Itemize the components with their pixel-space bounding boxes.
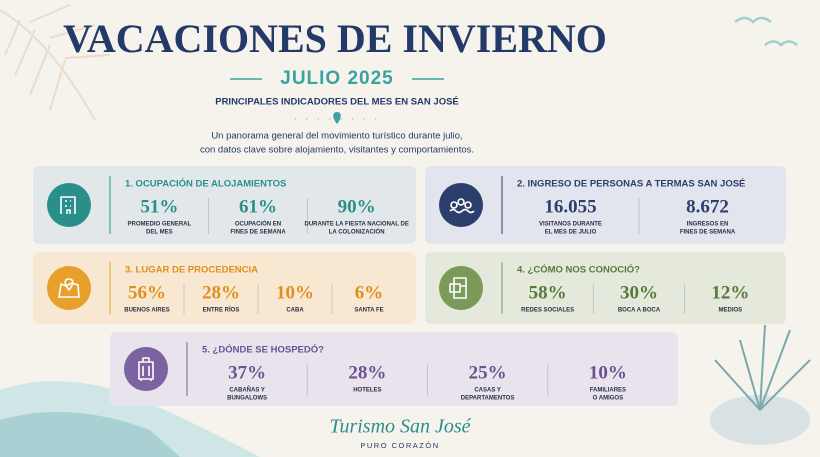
stat-value: 56% [128, 282, 166, 303]
card-background [425, 252, 786, 324]
title: VACACIONES DE INVIERNO [63, 16, 607, 61]
card: 2. INGRESO DE PERSONAS A TERMAS SAN JOSÉ… [425, 166, 786, 244]
stat-value: 12% [711, 282, 749, 303]
slogan: PURO CORAZÓN [360, 441, 439, 450]
card-icon [439, 266, 483, 310]
stat-label: LA COLONIZACIÓN [329, 228, 385, 236]
card-icon [47, 266, 91, 310]
stat-label: BUENOS AIRES [124, 308, 169, 314]
palm-leaf [0, 4, 111, 121]
stat-label: O AMIGOS [593, 396, 623, 402]
card-background [33, 166, 416, 244]
description: Un panorama general del movimiento turís… [211, 131, 462, 142]
stat-label: REDES SOCIALES [521, 308, 574, 314]
stat-label: BOCA A BOCA [618, 308, 661, 314]
card-icon [47, 183, 91, 227]
stat-value: 25% [469, 362, 507, 383]
card-title: 3. LUGAR DE PROCEDENCIA [125, 265, 258, 276]
stat-value: 28% [348, 362, 386, 383]
stat-label: DURANTE LA FIESTA NACIONAL DE [304, 222, 408, 228]
stat-value: 37% [228, 362, 266, 383]
stat-label: HOTELES [353, 388, 381, 394]
stat-label: CASAS Y [474, 388, 501, 394]
card: 1. OCUPACIÓN DE ALOJAMIENTOS 51% PROMEDIO … [33, 166, 416, 244]
stat-label: PROMEDIO GENERAL [127, 222, 191, 228]
card-icon-glyph [449, 277, 467, 299]
stat-value: 61% [239, 196, 277, 217]
stat-value: 30% [620, 282, 658, 303]
card: 3. LUGAR DE PROCEDENCIA 56% BUENOS AIRES 28… [33, 252, 416, 324]
brand: Turismo San José [329, 416, 471, 438]
stat-label: EL MES DE JULIO [545, 230, 597, 236]
stat-value: 10% [589, 362, 627, 383]
stat-value: 90% [338, 196, 376, 217]
card-icon-glyph [138, 357, 154, 381]
card-title: 1. OCUPACIÓN DE ALOJAMIENTOS [125, 178, 286, 190]
stat-label: CABAÑAS Y [229, 387, 265, 394]
stat-value: 10% [276, 282, 314, 303]
stat-value: 16.055 [544, 196, 596, 217]
birds [734, 16, 798, 47]
stat-label: BUNGALOWS [227, 396, 267, 402]
card: 4. ¿CÓMO NOS CONOCIÓ? 58% REDES SOCIALES 30… [425, 252, 786, 324]
stat-label: INGRESOS EN [687, 222, 729, 228]
stat-label: FINES DE SEMANA [230, 230, 286, 236]
stat-label: VISITANOS DURANTE [539, 222, 602, 228]
card: 5. ¿DÓNDE SE HOSPEDÓ? 37% CABAÑAS Y BUNGALO… [110, 332, 678, 406]
stat-value: 8.672 [686, 196, 729, 217]
tagline: PRINCIPALES INDICADORES DEL MES EN SAN J… [215, 97, 459, 108]
stat-label: FINES DE SEMANA [680, 230, 736, 236]
wave [0, 412, 180, 457]
card-background [33, 252, 416, 324]
stat-label: FAMILIARES [590, 388, 626, 394]
stat-value: 58% [529, 282, 567, 303]
stat-label: CABA [286, 308, 304, 314]
stat-label: DEL MES [146, 230, 173, 236]
stat-label: OCUPACIÓN EN [235, 220, 281, 228]
svg-text:· · · · · · · ·: · · · · · · · · [294, 113, 380, 123]
stat-label: MEDIOS [718, 308, 742, 314]
card-icon-glyph [58, 278, 80, 298]
card-title: 2. INGRESO DE PERSONAS A TERMAS SAN JOSÉ [517, 179, 745, 190]
stat-label: DEPARTAMENTOS [461, 396, 515, 402]
description: con datos clave sobre alojamiento, visit… [200, 145, 474, 156]
stat-label: SANTA FE [354, 308, 383, 314]
card-icon [124, 347, 168, 391]
stat-label: ENTRE RÍOS [203, 306, 240, 314]
plant [710, 324, 811, 445]
card-background [110, 332, 678, 406]
subtitle: JULIO 2025 [280, 68, 394, 89]
card-icon-glyph [449, 198, 475, 214]
stat-value: 51% [140, 196, 178, 217]
card-title: 4. ¿CÓMO NOS CONOCIÓ? [517, 264, 640, 276]
card-background [425, 166, 786, 244]
card-title: 5. ¿DÓNDE SE HOSPEDÓ? [202, 344, 324, 356]
pin-divider: · · · · · · · · [294, 112, 380, 124]
cards: 1. OCUPACIÓN DE ALOJAMIENTOS 51% PROMEDIO … [33, 166, 786, 406]
stat-value: 28% [202, 282, 240, 303]
stat-value: 6% [355, 282, 384, 303]
card-icon-glyph [60, 196, 76, 214]
